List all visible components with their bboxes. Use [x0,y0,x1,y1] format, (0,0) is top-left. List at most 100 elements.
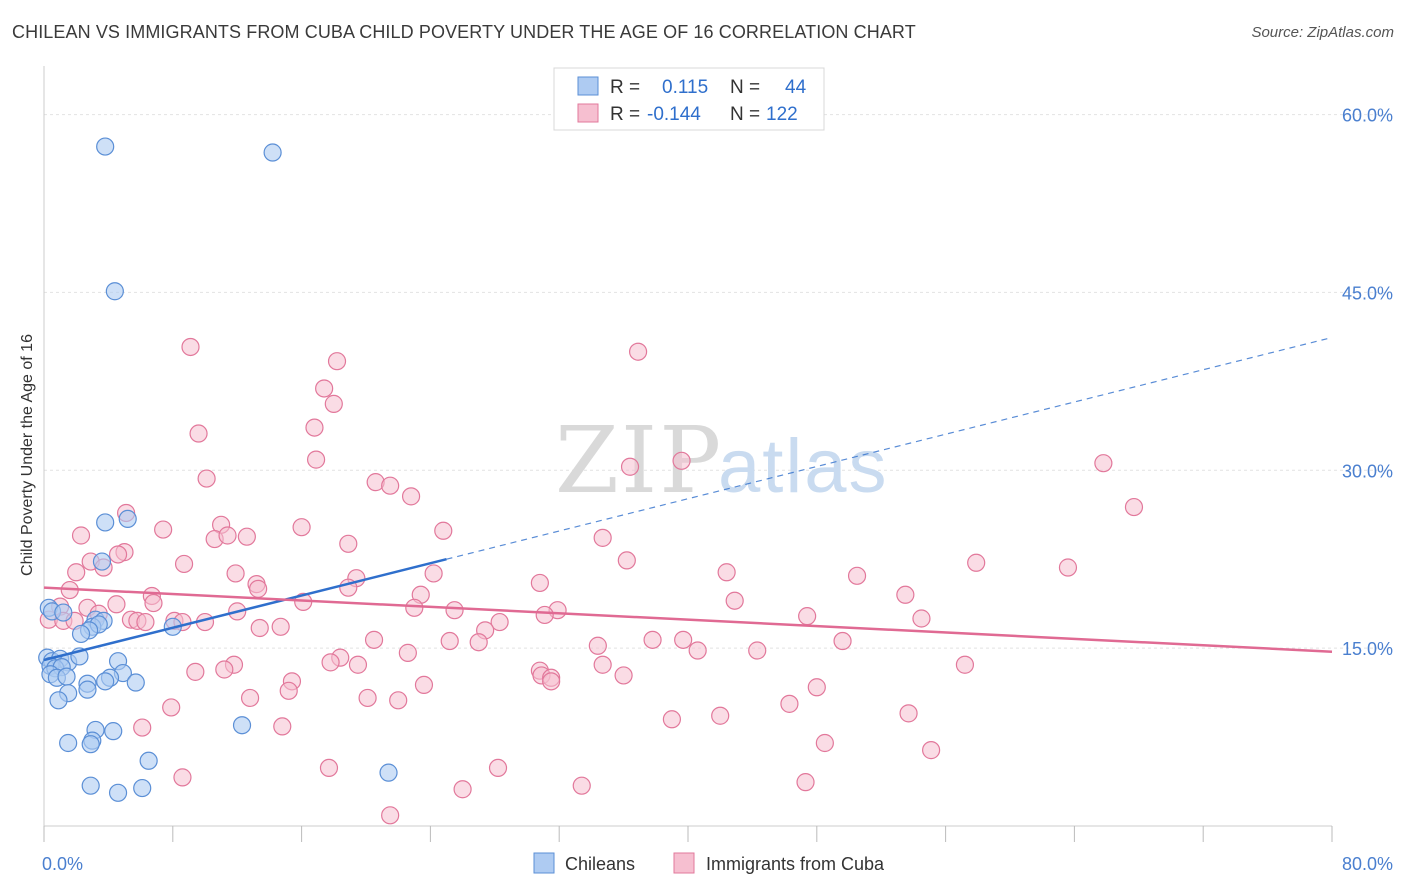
cuba-point [136,612,155,632]
chileans-point [92,552,112,571]
cuba-point [154,520,173,539]
cuba-point [434,521,453,540]
cuba-point [249,579,268,598]
gridlines [44,114,1392,649]
cuba-point [542,672,561,691]
cuba-point [226,564,245,583]
cuba-point [796,773,815,792]
cuba-point [405,598,424,617]
chart-title: CHILEAN VS IMMIGRANTS FROM CUBA CHILD PO… [12,22,916,42]
stats-cuba-swatch [577,103,599,123]
cuba-point [530,573,549,593]
chileans-trend-extension [446,336,1333,560]
cuba-point [358,688,377,708]
cuba-point [339,534,358,553]
cuba-point [1124,497,1144,517]
y-axis-label: Child Poverty Under the Age of 16 [19,334,36,576]
cuba-point [189,424,208,443]
cuba-point [173,768,192,787]
cuba-point [440,631,459,651]
cuba-point [688,641,707,660]
x-tick-label: 80.0% [1342,854,1393,874]
chileans-point [96,513,115,532]
cuba-point [535,605,554,625]
cuba-point [381,806,400,825]
cuba-point [967,553,986,572]
cuba-point [71,526,91,545]
cuba-point [197,469,216,488]
cuba-point [279,681,298,700]
axes [43,66,1333,842]
cuba-point [364,630,384,649]
cuba-point [381,476,400,495]
cuba-point [240,688,260,708]
chileans-point [57,667,76,686]
cuba-point [620,457,640,476]
cuba-point [833,631,852,651]
x-tick-label: 0.0% [42,854,83,874]
cuba-point [711,706,730,725]
cuba-point [798,607,817,626]
y-tick-label: 60.0% [1342,106,1393,126]
cuba-point [306,450,326,469]
cuba-point [107,595,126,614]
stats-box: R = 0.115 N = 44 R = -0.144 N = 122 [553,67,825,131]
chileans-point [105,282,124,301]
cuba-point [348,655,368,674]
cuba-point [162,698,181,717]
cuba-point [628,342,648,361]
stats-chileans-r-label: R = [610,77,640,98]
stats-chileans-r-value: 0.115 [662,77,708,98]
cuba-point [424,564,443,583]
stats-chileans-swatch [577,76,599,96]
y-tick-label: 15.0% [1342,639,1393,659]
cuba-point [250,618,269,638]
x-tick-labels: 0.0% 80.0% [42,854,1393,874]
cuba-point [643,630,662,649]
cuba-point [490,612,509,632]
cuba-point [398,643,417,662]
cuba-point [453,780,472,799]
watermark: ZIP atlas [555,407,889,514]
y-tick-labels: 15.0% 30.0% 45.0% 60.0% [1342,106,1393,660]
cuba-point [617,551,636,570]
chileans-point [81,776,100,795]
cuba-point [108,545,128,564]
y-tick-label: 30.0% [1342,461,1393,481]
cuba-point [327,352,347,371]
series-chileans [38,137,398,802]
chileans-point [81,735,100,754]
stats-chileans-n-label: N = [730,77,760,98]
cuba-point [305,418,324,437]
cuba-point [218,526,237,545]
legend-cuba-label: Immigrants from Cuba [706,854,885,874]
cuba-point [588,636,607,655]
cuba-point [955,655,975,674]
stats-chileans-n-value: 44 [785,77,807,98]
watermark-atlas: atlas [718,424,889,509]
cuba-point [324,394,343,413]
cuba-point [292,518,311,537]
cuba-point [847,566,867,585]
cuba-point [469,633,488,652]
cuba-point [174,554,194,574]
cuba-point [186,662,205,681]
chileans-point [118,509,137,529]
cuba-point [717,563,736,582]
cuba-point [593,528,612,547]
cuba-point [922,741,941,760]
cuba-point [315,379,334,398]
cuba-point [912,609,931,628]
legend-chileans-label: Chileans [565,854,635,874]
cuba-point [389,691,408,710]
legend-chileans-swatch [533,852,555,874]
cuba-trend-line [43,586,1333,653]
stats-cuba-r-value: -0.144 [647,104,701,125]
cuba-point [725,591,744,610]
chileans-point [59,733,78,753]
stats-cuba-r-label: R = [610,104,640,125]
cuba-point [488,758,508,778]
cuba-point [807,678,826,697]
cuba-point [780,694,799,713]
